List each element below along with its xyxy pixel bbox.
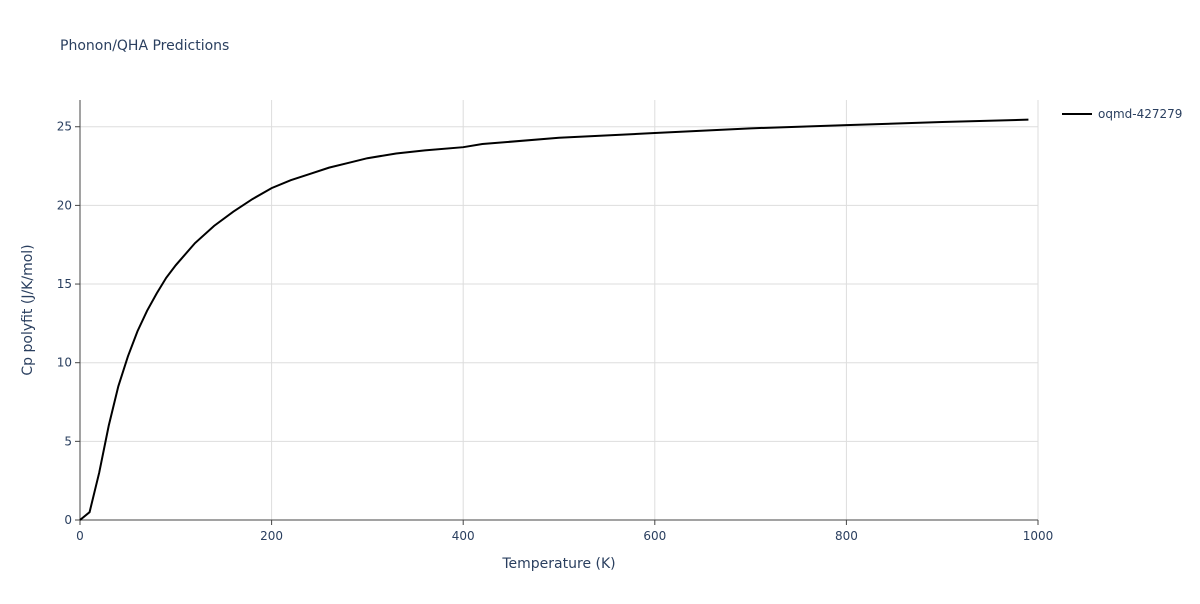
x-axis-title: Temperature (K) — [501, 556, 615, 572]
x-tick-label: 0 — [76, 529, 84, 543]
chart-title: Phonon/QHA Predictions — [60, 38, 229, 54]
x-tick-label: 1000 — [1023, 529, 1054, 543]
legend-label[interactable]: oqmd-427279 — [1098, 107, 1182, 121]
y-tick-label: 25 — [57, 120, 72, 134]
y-tick-label: 20 — [57, 198, 72, 212]
y-tick-label: 10 — [57, 356, 72, 370]
y-tick-label: 0 — [64, 513, 72, 527]
x-tick-label: 600 — [643, 529, 666, 543]
line — [79, 118, 1029, 521]
x-tick-label: 800 — [835, 529, 858, 543]
y-tick-label: 5 — [64, 434, 72, 448]
y-tick-label: 15 — [57, 277, 72, 291]
y-axis-title: Cp polyfit (J/K/mol) — [20, 244, 36, 375]
x-tick-label: 200 — [260, 529, 283, 543]
x-tick-label: 400 — [452, 529, 475, 543]
